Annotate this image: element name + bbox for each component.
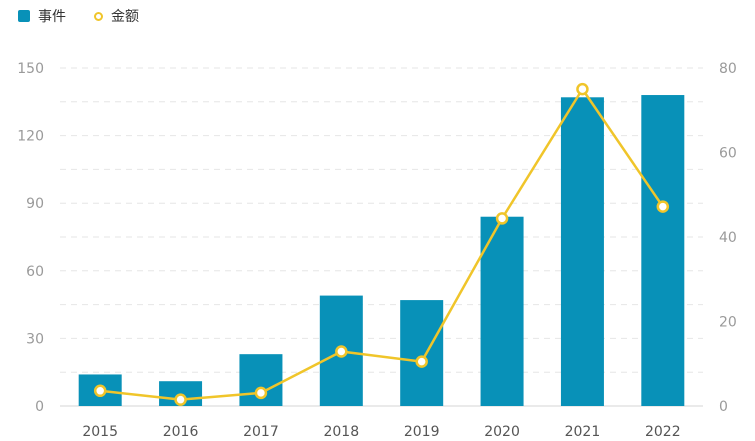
y-left-tick-label: 90 [26, 196, 44, 212]
bar-2021 [560, 97, 604, 406]
y-right-tick-label: 20 [719, 315, 737, 331]
x-tick-label: 2019 [404, 424, 440, 440]
x-tick-label: 2016 [163, 424, 199, 440]
line-point-2020 [495, 212, 509, 225]
legend: 事件 金额 [18, 6, 139, 26]
legend-line-swatch [94, 11, 103, 21]
line-point-2018 [335, 345, 348, 358]
y-left-tick-label: 150 [17, 61, 44, 77]
line-point-2021 [576, 82, 589, 96]
y-right-tick-label: 0 [719, 399, 728, 415]
x-tick-label: 2020 [484, 424, 520, 440]
y-left-tick-label: 120 [17, 129, 44, 145]
bar-2022 [641, 95, 685, 406]
y-right-tick-label: 80 [719, 61, 737, 77]
bar-2019 [400, 300, 444, 406]
x-tick-label: 2022 [645, 424, 681, 440]
y-left-tick-label: 30 [26, 331, 44, 347]
y-left-tick-label: 60 [26, 264, 44, 280]
line-point-2016 [174, 393, 187, 406]
line-point-2019 [415, 355, 428, 368]
line-point-2015 [93, 384, 107, 398]
y-right-tick-label: 60 [719, 146, 737, 162]
legend-item-line[interactable]: 金额 [94, 6, 139, 26]
legend-bar-swatch [18, 10, 30, 22]
x-tick-label: 2021 [565, 424, 601, 440]
x-tick-label: 2017 [243, 424, 279, 440]
legend-item-bar[interactable]: 事件 [18, 6, 66, 26]
line-series [100, 87, 664, 401]
y-left-tick-label: 0 [35, 399, 44, 415]
legend-line-label: 金额 [111, 9, 139, 25]
x-tick-label: 2018 [323, 424, 359, 440]
line-point-2022 [656, 200, 670, 213]
bar-2020 [480, 216, 524, 406]
line-point-2017 [254, 386, 268, 400]
legend-bar-label: 事件 [38, 9, 66, 25]
y-right-tick-label: 40 [719, 230, 737, 246]
x-tick-label: 2015 [82, 424, 118, 440]
